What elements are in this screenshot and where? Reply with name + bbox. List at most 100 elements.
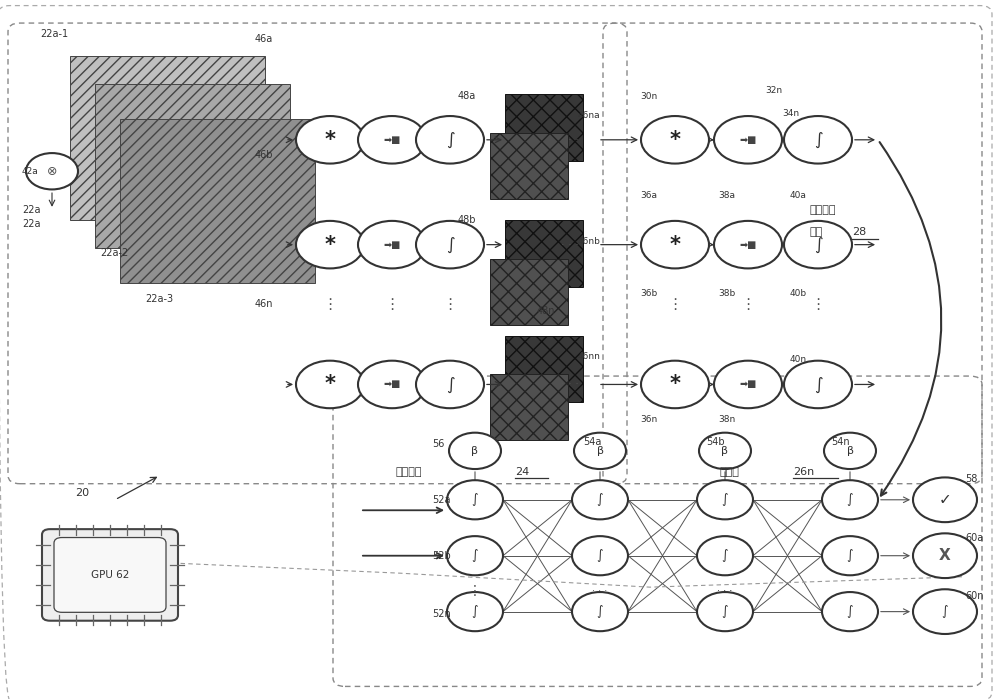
Text: 40n: 40n [790,356,807,364]
Text: · · ·: · · · [717,586,733,596]
Text: ∫: ∫ [446,131,454,149]
Text: *: * [670,235,680,254]
Text: 20: 20 [75,488,89,498]
Bar [70,56,265,220]
Circle shape [358,221,426,268]
FancyBboxPatch shape [42,529,178,621]
Bar [490,259,568,325]
Text: ⋮: ⋮ [384,296,400,312]
Text: ∫: ∫ [597,605,603,618]
Text: ⋮: ⋮ [442,296,458,312]
Text: ∫: ∫ [722,549,728,562]
Text: β: β [722,446,728,456]
Text: 60n: 60n [965,591,984,600]
Text: ∫: ∫ [814,131,822,149]
Text: 46n: 46n [255,299,274,309]
Circle shape [697,480,753,519]
Text: 42a: 42a [22,167,39,175]
Text: 54n: 54n [831,437,850,447]
Circle shape [447,480,503,519]
Text: 46nn: 46nn [578,352,601,361]
Circle shape [784,116,852,164]
Circle shape [913,589,977,634]
Circle shape [784,361,852,408]
Text: 52b: 52b [432,551,451,561]
Text: 22a: 22a [22,219,40,229]
Text: 26n: 26n [793,467,814,477]
Text: *: * [324,375,336,394]
Circle shape [26,153,78,189]
Text: β: β [596,446,604,456]
Text: 36a: 36a [640,192,657,200]
Circle shape [913,533,977,578]
Circle shape [822,536,878,575]
Circle shape [416,361,484,408]
Text: 40a: 40a [790,192,807,200]
Text: · · ·: · · · [561,380,579,389]
Text: ➡■: ➡■ [383,135,401,145]
Text: · · ·: · · · [561,240,579,250]
Text: 卷积层: 卷积层 [720,467,740,477]
Text: ∫: ∫ [472,549,478,562]
Text: ⋮: ⋮ [468,584,482,598]
Text: 22a: 22a [22,205,40,215]
Circle shape [822,480,878,519]
Text: ⋮: ⋮ [810,296,826,312]
Circle shape [641,221,709,268]
Circle shape [699,433,751,469]
Text: 58: 58 [965,474,977,484]
Text: 46na: 46na [578,111,601,120]
Text: ➡■: ➡■ [739,380,757,389]
Text: β: β [846,446,854,456]
Text: 46nb: 46nb [578,237,601,245]
Text: 52n: 52n [432,609,451,619]
Circle shape [641,361,709,408]
Circle shape [714,361,782,408]
Text: ∫: ∫ [814,375,822,394]
Text: 38b: 38b [718,289,735,298]
Text: · · ·: · · · [592,586,608,596]
Circle shape [447,536,503,575]
Circle shape [296,221,364,268]
Circle shape [296,361,364,408]
Text: ∫: ∫ [847,549,853,562]
Text: ∫: ∫ [722,493,728,506]
Circle shape [572,536,628,575]
Text: ∫: ∫ [597,549,603,562]
Text: 36b: 36b [640,289,657,298]
Text: 60a: 60a [965,533,983,543]
Text: ∫: ∫ [847,605,853,618]
Text: 22a-2: 22a-2 [100,248,128,258]
Circle shape [697,536,753,575]
Text: ∫: ∫ [446,236,454,254]
Circle shape [697,592,753,631]
Text: ∫: ∫ [472,493,478,506]
Bar [490,133,568,199]
Bar [505,220,583,287]
Text: 48a: 48a [458,92,476,101]
Text: 卷积部分: 卷积部分 [395,467,422,477]
Text: GPU 62: GPU 62 [91,570,129,580]
Text: 28: 28 [852,227,866,237]
Text: 32n: 32n [765,87,782,95]
Text: ➡■: ➡■ [383,240,401,250]
Text: ✓: ✓ [939,492,951,507]
Text: 38n: 38n [718,415,735,424]
Circle shape [358,361,426,408]
FancyBboxPatch shape [54,538,166,612]
Text: 神经网络: 神经网络 [810,205,836,215]
Text: · · ·: · · · [717,586,733,596]
Bar [505,94,583,161]
Text: · · ·: · · · [561,135,579,145]
Text: *: * [324,235,336,254]
Text: 54a: 54a [583,437,601,447]
Text: 46a: 46a [255,34,273,44]
Circle shape [824,433,876,469]
Text: ∫: ∫ [722,605,728,618]
Text: *: * [324,130,336,150]
Text: 52a: 52a [432,495,450,505]
Circle shape [416,116,484,164]
Text: ∫: ∫ [597,493,603,506]
Text: 34n: 34n [782,109,799,117]
Text: ➡■: ➡■ [739,240,757,250]
